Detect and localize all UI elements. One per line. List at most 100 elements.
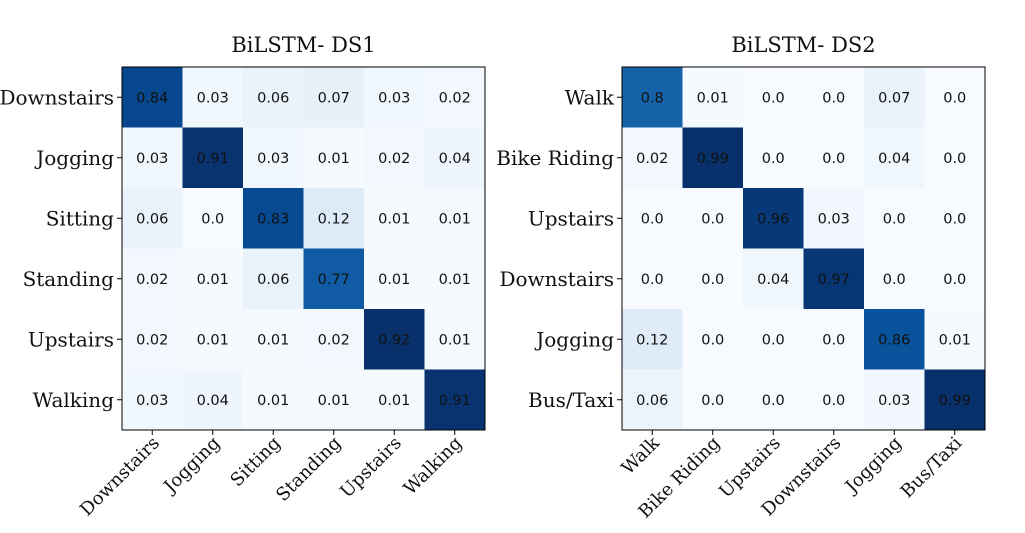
heatmap-frame (621, 66, 986, 431)
cell-value-label: 0.0 (701, 332, 724, 348)
cell-value-label: 0.06 (636, 393, 668, 409)
cell-value-label: 0.01 (257, 393, 289, 409)
cell-value-label: 0.03 (136, 151, 168, 167)
heatmap-cell (424, 127, 486, 189)
row-label-downstairs: Downstairs (0, 85, 114, 109)
cell-value-label: 0.96 (757, 211, 789, 227)
col-label-jogging: Jogging (159, 433, 225, 499)
chart-title: BiLSTM- DS2 (731, 33, 875, 57)
heatmap-cell (303, 369, 365, 431)
heatmap-cell (303, 67, 365, 128)
cell-value-label: 0.03 (257, 151, 289, 167)
heatmap-cell (182, 369, 244, 431)
heatmap-cell (622, 309, 683, 370)
heatmap-cell (424, 188, 486, 249)
row-label-walk: Walk (565, 85, 615, 109)
heatmap-cell (864, 188, 925, 249)
row-label-standing: Standing (23, 267, 115, 291)
heatmap-cell (682, 188, 744, 249)
cell-value-label: 0.03 (136, 393, 168, 409)
cell-value-label: 0.0 (822, 151, 845, 167)
heatmap-cell (424, 67, 486, 128)
cell-value-label: 0.07 (318, 90, 350, 106)
cell-value-label: 0.0 (822, 393, 845, 409)
cell-value-label: 0.0 (883, 211, 906, 227)
cell-value-label: 0.0 (943, 151, 966, 167)
heatmap-cell (803, 369, 865, 431)
heatmap-cell (364, 127, 425, 189)
cell-value-label: 0.07 (878, 90, 910, 106)
cell-value-label: 0.02 (136, 272, 168, 288)
cell-value-label: 0.01 (439, 272, 471, 288)
cell-value-label: 0.04 (757, 272, 789, 288)
cell-value-label: 0.01 (318, 151, 350, 167)
chart-title: BiLSTM- DS1 (231, 33, 375, 57)
heatmap-cell (122, 309, 183, 370)
cell-value-label: 0.04 (197, 393, 229, 409)
heatmap-cell (424, 248, 486, 310)
cell-value-label: 0.03 (818, 211, 850, 227)
heatmap-cell (122, 67, 183, 128)
heatmap-cell (622, 67, 683, 128)
cell-value-label: 0.01 (439, 332, 471, 348)
heatmap-cell (682, 248, 744, 310)
cell-value-label: 0.01 (197, 272, 229, 288)
cell-value-label: 0.02 (636, 151, 668, 167)
heatmap-cell (303, 127, 365, 189)
cell-value-label: 0.83 (257, 211, 289, 227)
heatmap-cell (743, 248, 804, 310)
cell-value-label: 0.12 (318, 211, 350, 227)
cell-value-label: 0.04 (878, 151, 910, 167)
heatmap-cell (743, 369, 804, 431)
col-label-bus-taxi: Bus/Taxi (897, 433, 967, 503)
heatmap-cell (924, 369, 986, 431)
cell-value-label: 0.0 (762, 151, 785, 167)
cell-value-label: 0.01 (939, 332, 971, 348)
cell-value-label: 0.02 (136, 332, 168, 348)
heatmap-cell (243, 248, 304, 310)
cell-value-label: 0.02 (439, 90, 471, 106)
heatmap-cell (182, 67, 244, 128)
cell-value-label: 0.01 (197, 332, 229, 348)
heatmap-cell (622, 369, 683, 431)
heatmap-cell (924, 127, 986, 189)
col-label-jogging: Jogging (840, 433, 906, 499)
cell-value-label: 0.99 (697, 151, 729, 167)
cell-value-label: 0.02 (378, 151, 410, 167)
row-label-upstairs: Upstairs (28, 327, 114, 351)
heatmap-cell (182, 309, 244, 370)
row-label-downstairs: Downstairs (499, 267, 614, 291)
col-label-standing: Standing (272, 433, 345, 506)
col-label-downstairs: Downstairs (76, 433, 164, 521)
heatmap-cell (864, 67, 925, 128)
row-label-bus-taxi: Bus/Taxi (528, 388, 614, 412)
row-label-walking: Walking (33, 388, 115, 412)
heatmap-cell (424, 369, 486, 431)
col-label-sitting: Sitting (226, 433, 284, 491)
cell-value-label: 0.04 (439, 151, 471, 167)
cell-value-label: 0.0 (701, 272, 724, 288)
cell-value-label: 0.84 (136, 90, 168, 106)
cell-value-label: 0.06 (257, 90, 289, 106)
cell-value-label: 0.0 (701, 393, 724, 409)
heatmap-cell (743, 309, 804, 370)
heatmap-cell (924, 248, 986, 310)
cell-value-label: 0.02 (318, 332, 350, 348)
cell-value-label: 0.03 (878, 393, 910, 409)
col-label-walking: Walking (400, 433, 467, 500)
cell-value-label: 0.0 (762, 90, 785, 106)
heatmap-cell (243, 369, 304, 431)
row-label-upstairs: Upstairs (528, 206, 614, 230)
cell-value-label: 0.03 (378, 90, 410, 106)
heatmap-cell (864, 248, 925, 310)
cell-value-label: 0.91 (439, 393, 471, 409)
heatmap-cell (864, 127, 925, 189)
heatmap-cell (803, 67, 865, 128)
col-label-walk: Walk (618, 432, 665, 479)
heatmap-cell (924, 188, 986, 249)
cell-value-label: 0.0 (201, 211, 224, 227)
cell-value-label: 0.0 (943, 211, 966, 227)
heatmap-cell (622, 188, 683, 249)
heatmap-cell (803, 309, 865, 370)
